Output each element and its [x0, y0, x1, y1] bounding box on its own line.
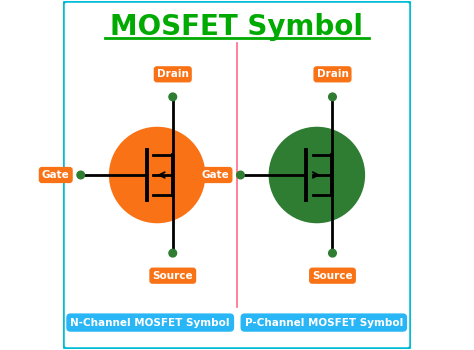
Circle shape	[110, 128, 204, 222]
Circle shape	[328, 93, 337, 101]
Text: Drain: Drain	[157, 69, 189, 79]
Circle shape	[328, 249, 337, 257]
Text: Drain: Drain	[317, 69, 348, 79]
Text: Source: Source	[153, 271, 193, 281]
Text: Gate: Gate	[42, 170, 70, 180]
Text: N-Channel MOSFET Symbol: N-Channel MOSFET Symbol	[71, 317, 230, 328]
Circle shape	[270, 128, 364, 222]
Text: Gate: Gate	[201, 170, 229, 180]
Circle shape	[169, 93, 177, 101]
Circle shape	[77, 171, 84, 179]
Text: P-Channel MOSFET Symbol: P-Channel MOSFET Symbol	[245, 317, 403, 328]
Circle shape	[169, 249, 177, 257]
Circle shape	[237, 171, 244, 179]
Text: Source: Source	[312, 271, 353, 281]
FancyBboxPatch shape	[64, 1, 410, 349]
Text: MOSFET Symbol: MOSFET Symbol	[110, 13, 364, 41]
